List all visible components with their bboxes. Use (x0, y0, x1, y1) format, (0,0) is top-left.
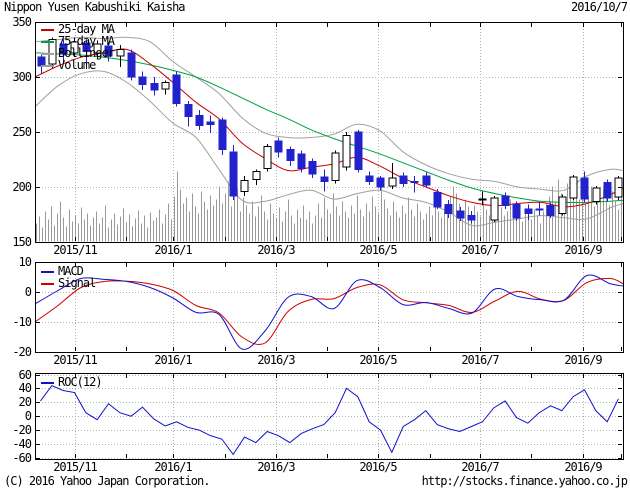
ma25-line-swatch (41, 29, 54, 31)
y-axis-label: 0 (24, 409, 32, 423)
volume-swatch (41, 65, 54, 67)
y-axis-label: -20 (12, 423, 32, 437)
x-axis-label: 2015/11 (53, 243, 98, 257)
x-axis-label: 2016/1 (154, 353, 192, 367)
x-axis-label: 2015/11 (53, 460, 98, 474)
y-axis-label: 20 (18, 395, 32, 409)
x-axis-label: 2016/3 (257, 353, 295, 367)
x-axis-label: 2016/7 (461, 243, 499, 257)
legend-item-ma25: 25-day MA (41, 22, 115, 36)
macd-legend: MACD Signal (41, 265, 96, 290)
y-axis-label: -60 (12, 451, 32, 465)
x-axis-label: 2016/1 (154, 243, 192, 257)
macd-line-swatch (41, 271, 54, 273)
y-axis-label: -20 (12, 345, 32, 359)
y-axis-label: 300 (12, 70, 32, 84)
legend-item-volume: Volume (41, 59, 114, 71)
price-panel (34, 22, 624, 243)
x-axis-label: 2016/5 (359, 460, 397, 474)
macd-legend-label: MACD (58, 264, 84, 278)
ma25-legend-label: 25-day MA (58, 22, 115, 36)
x-axis-label: 2016/3 (257, 460, 295, 474)
y-axis-label: 0 (24, 285, 32, 299)
signal-line-swatch (41, 283, 54, 285)
x-axis-label: 2016/7 (461, 353, 499, 367)
y-axis-label: -10 (12, 315, 32, 329)
page-title: Nippon Yusen Kabushiki Kaisha (4, 0, 186, 14)
y-axis-label: 350 (12, 15, 32, 29)
chart-date: 2016/10/7 (570, 0, 628, 14)
legend-item-ma75: 75-day MA (41, 34, 115, 48)
bollinger-line-swatch (41, 53, 54, 55)
x-axis-label: 2016/1 (154, 460, 192, 474)
x-axis-label: 2016/3 (257, 243, 295, 257)
legend-item-macd: MACD (41, 265, 95, 277)
copyright-text: (C) 2016 Yahoo Japan Corporation. (4, 474, 210, 488)
roc-line-swatch (41, 382, 54, 384)
roc-panel (35, 373, 624, 460)
roc-legend-label: ROC(12) (58, 375, 103, 389)
legend-item-signal: Signal (41, 276, 96, 290)
y-axis-label: 40 (18, 381, 32, 395)
signal-legend-label: Signal (58, 276, 96, 290)
y-axis-label: 10 (18, 255, 32, 269)
legend-item-roc: ROC(12) (41, 375, 103, 389)
y-axis-label: -40 (12, 437, 32, 451)
x-axis-label: 2016/5 (359, 353, 397, 367)
x-axis-label: 2016/5 (359, 243, 397, 257)
y-axis-label: 200 (12, 180, 32, 194)
y-axis-label: 60 (18, 368, 32, 382)
x-axis-label: 2016/9 (564, 353, 602, 367)
price-chart-legend: 25-day MA 75-day MA Bollinger Volume (41, 22, 115, 71)
legend-item-bollinger: Bollinger (41, 46, 115, 60)
x-axis-label: 2016/9 (564, 460, 602, 474)
roc-legend: ROC(12) (41, 375, 103, 389)
macd-panel (34, 262, 624, 353)
y-axis-label: 150 (12, 235, 32, 249)
bollinger-legend-label: Bollinger (58, 46, 115, 60)
x-axis-label: 2016/9 (564, 243, 602, 257)
ma75-line-swatch (41, 41, 54, 43)
x-axis-label: 2016/7 (461, 460, 499, 474)
ma75-legend-label: 75-day MA (58, 34, 115, 48)
volume-legend-label: Volume (58, 58, 96, 72)
source-url: http://stocks.finance.yahoo.co.jp (421, 474, 628, 488)
y-axis-label: 250 (12, 125, 32, 139)
x-axis-label: 2015/11 (53, 353, 98, 367)
